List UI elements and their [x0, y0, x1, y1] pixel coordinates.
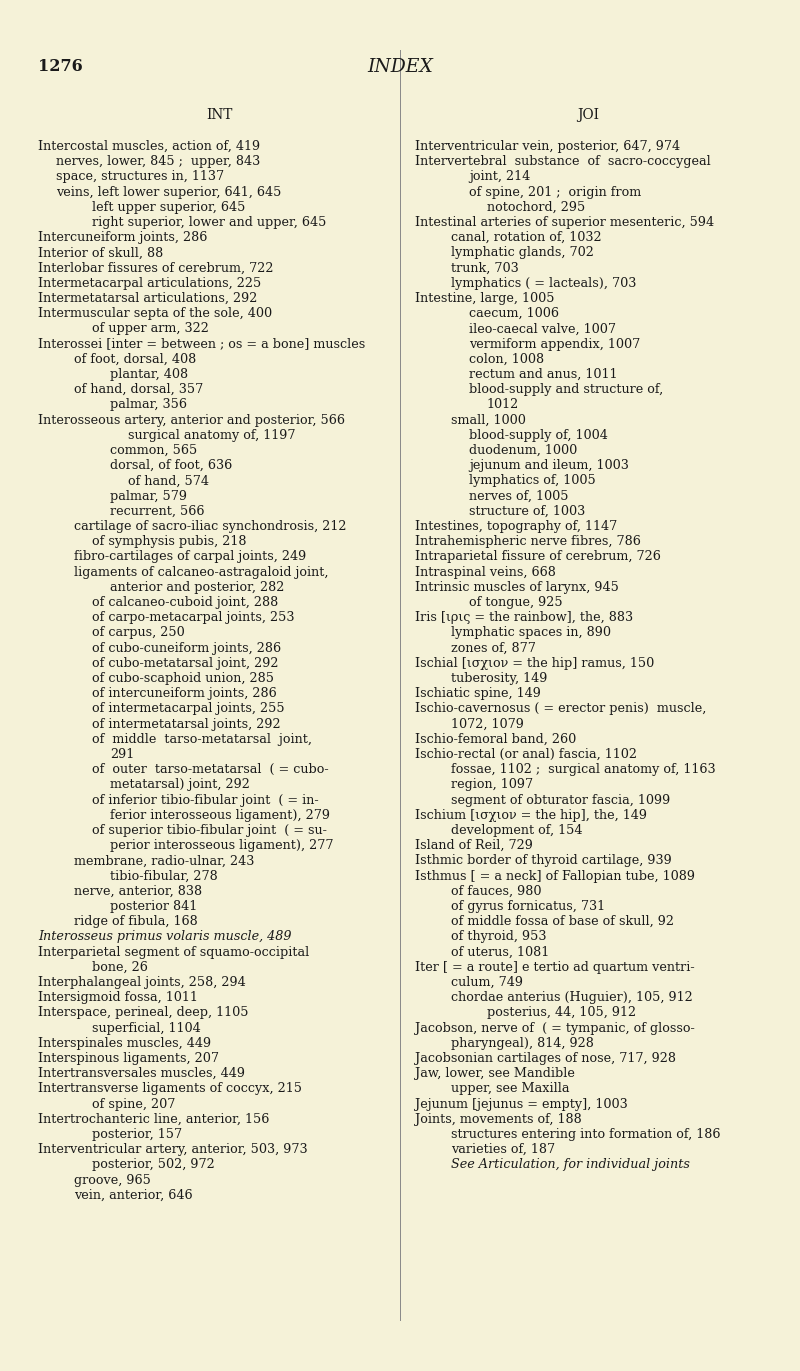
- Text: vermiform appendix, 1007: vermiform appendix, 1007: [469, 337, 640, 351]
- Text: of carpus, 250: of carpus, 250: [92, 627, 185, 639]
- Text: ferior interosseous ligament), 279: ferior interosseous ligament), 279: [110, 809, 330, 821]
- Text: vein, anterior, 646: vein, anterior, 646: [74, 1189, 193, 1202]
- Text: of middle fossa of base of skull, 92: of middle fossa of base of skull, 92: [451, 916, 674, 928]
- Text: Ischium [ισχιον = the hip], the, 149: Ischium [ισχιον = the hip], the, 149: [415, 809, 647, 821]
- Text: of upper arm, 322: of upper arm, 322: [92, 322, 209, 336]
- Text: blood-supply and structure of,: blood-supply and structure of,: [469, 384, 663, 396]
- Text: 291: 291: [110, 749, 134, 761]
- Text: Ischio-rectal (or anal) fascia, 1102: Ischio-rectal (or anal) fascia, 1102: [415, 749, 637, 761]
- Text: of intermetacarpal joints, 255: of intermetacarpal joints, 255: [92, 702, 285, 716]
- Text: lymphatic glands, 702: lymphatic glands, 702: [451, 247, 594, 259]
- Text: groove, 965: groove, 965: [74, 1174, 151, 1186]
- Text: posterius, 44, 105, 912: posterius, 44, 105, 912: [487, 1006, 636, 1020]
- Text: chordae anterius (Huguier), 105, 912: chordae anterius (Huguier), 105, 912: [451, 991, 693, 1004]
- Text: of tongue, 925: of tongue, 925: [469, 596, 562, 609]
- Text: Interparietal segment of squamo-occipital: Interparietal segment of squamo-occipita…: [38, 946, 310, 958]
- Text: 1276: 1276: [38, 58, 82, 75]
- Text: Intrinsic muscles of larynx, 945: Intrinsic muscles of larynx, 945: [415, 581, 619, 594]
- Text: of superior tibio-fibular joint  ( = su-: of superior tibio-fibular joint ( = su-: [92, 824, 327, 838]
- Text: right superior, lower and upper, 645: right superior, lower and upper, 645: [92, 217, 326, 229]
- Text: varieties of, 187: varieties of, 187: [451, 1143, 555, 1156]
- Text: structures entering into formation of, 186: structures entering into formation of, 1…: [451, 1128, 721, 1141]
- Text: Intestinal arteries of superior mesenteric, 594: Intestinal arteries of superior mesenter…: [415, 217, 714, 229]
- Text: of carpo-metacarpal joints, 253: of carpo-metacarpal joints, 253: [92, 611, 294, 624]
- Text: Intertrochanteric line, anterior, 156: Intertrochanteric line, anterior, 156: [38, 1113, 270, 1126]
- Text: Ischio-cavernosus ( = erector penis)  muscle,: Ischio-cavernosus ( = erector penis) mus…: [415, 702, 706, 716]
- Text: Jacobsonian cartilages of nose, 717, 928: Jacobsonian cartilages of nose, 717, 928: [415, 1052, 676, 1065]
- Text: posterior 841: posterior 841: [110, 899, 198, 913]
- Text: of fauces, 980: of fauces, 980: [451, 884, 542, 898]
- Text: of calcaneo-cuboid joint, 288: of calcaneo-cuboid joint, 288: [92, 596, 278, 609]
- Text: Intervertebral  substance  of  sacro-coccygeal: Intervertebral substance of sacro-coccyg…: [415, 155, 710, 169]
- Text: of uterus, 1081: of uterus, 1081: [451, 946, 550, 958]
- Text: ligaments of calcaneo-astragaloid joint,: ligaments of calcaneo-astragaloid joint,: [74, 566, 329, 579]
- Text: Interspinales muscles, 449: Interspinales muscles, 449: [38, 1036, 211, 1050]
- Text: fossae, 1102 ;  surgical anatomy of, 1163: fossae, 1102 ; surgical anatomy of, 1163: [451, 764, 716, 776]
- Text: posterior, 502, 972: posterior, 502, 972: [92, 1158, 214, 1171]
- Text: Intermetacarpal articulations, 225: Intermetacarpal articulations, 225: [38, 277, 262, 289]
- Text: region, 1097: region, 1097: [451, 779, 533, 791]
- Text: Iris [ιρις = the rainbow], the, 883: Iris [ιρις = the rainbow], the, 883: [415, 611, 633, 624]
- Text: Interior of skull, 88: Interior of skull, 88: [38, 247, 163, 259]
- Text: Interosseous artery, anterior and posterior, 566: Interosseous artery, anterior and poster…: [38, 414, 345, 426]
- Text: Isthmus [ = a neck] of Fallopian tube, 1089: Isthmus [ = a neck] of Fallopian tube, 1…: [415, 869, 695, 883]
- Text: of intermetatarsal joints, 292: of intermetatarsal joints, 292: [92, 717, 281, 731]
- Text: of spine, 201 ;  origin from: of spine, 201 ; origin from: [469, 185, 642, 199]
- Text: of foot, dorsal, 408: of foot, dorsal, 408: [74, 352, 196, 366]
- Text: palmar, 579: palmar, 579: [110, 489, 187, 503]
- Text: Interphalangeal joints, 258, 294: Interphalangeal joints, 258, 294: [38, 976, 246, 988]
- Text: development of, 154: development of, 154: [451, 824, 582, 838]
- Text: Interosseus primus volaris muscle, 489: Interosseus primus volaris muscle, 489: [38, 931, 291, 943]
- Text: lymphatics ( = lacteals), 703: lymphatics ( = lacteals), 703: [451, 277, 636, 289]
- Text: cartilage of sacro-iliac synchondrosis, 212: cartilage of sacro-iliac synchondrosis, …: [74, 520, 346, 533]
- Text: trunk, 703: trunk, 703: [451, 262, 518, 274]
- Text: duodenum, 1000: duodenum, 1000: [469, 444, 578, 457]
- Text: of symphysis pubis, 218: of symphysis pubis, 218: [92, 535, 246, 548]
- Text: dorsal, of foot, 636: dorsal, of foot, 636: [110, 459, 232, 472]
- Text: canal, rotation of, 1032: canal, rotation of, 1032: [451, 232, 602, 244]
- Text: of  outer  tarso-metatarsal  ( = cubo-: of outer tarso-metatarsal ( = cubo-: [92, 764, 329, 776]
- Text: small, 1000: small, 1000: [451, 414, 526, 426]
- Text: colon, 1008: colon, 1008: [469, 352, 544, 366]
- Text: nerves, lower, 845 ;  upper, 843: nerves, lower, 845 ; upper, 843: [56, 155, 260, 169]
- Text: Intestines, topography of, 1147: Intestines, topography of, 1147: [415, 520, 618, 533]
- Text: membrane, radio-ulnar, 243: membrane, radio-ulnar, 243: [74, 854, 254, 868]
- Text: Interspinous ligaments, 207: Interspinous ligaments, 207: [38, 1052, 219, 1065]
- Text: Intertransversales muscles, 449: Intertransversales muscles, 449: [38, 1067, 245, 1080]
- Text: Interossei [inter = between ; os = a bone] muscles: Interossei [inter = between ; os = a bon…: [38, 337, 366, 351]
- Text: culum, 749: culum, 749: [451, 976, 523, 988]
- Text: plantar, 408: plantar, 408: [110, 367, 188, 381]
- Text: zones of, 877: zones of, 877: [451, 642, 536, 654]
- Text: Intertransverse ligaments of coccyx, 215: Intertransverse ligaments of coccyx, 215: [38, 1082, 302, 1095]
- Text: Interventricular vein, posterior, 647, 974: Interventricular vein, posterior, 647, 9…: [415, 140, 680, 154]
- Text: common, 565: common, 565: [110, 444, 198, 457]
- Text: Intrahemispheric nerve fibres, 786: Intrahemispheric nerve fibres, 786: [415, 535, 641, 548]
- Text: metatarsal) joint, 292: metatarsal) joint, 292: [110, 779, 250, 791]
- Text: Jaw, lower, see Mandible: Jaw, lower, see Mandible: [415, 1067, 575, 1080]
- Text: bone, 26: bone, 26: [92, 961, 148, 973]
- Text: lymphatic spaces in, 890: lymphatic spaces in, 890: [451, 627, 611, 639]
- Text: of spine, 207: of spine, 207: [92, 1098, 175, 1111]
- Text: structure of, 1003: structure of, 1003: [469, 505, 586, 518]
- Text: of cubo-cuneiform joints, 286: of cubo-cuneiform joints, 286: [92, 642, 281, 654]
- Text: of inferior tibio-fibular joint  ( = in-: of inferior tibio-fibular joint ( = in-: [92, 794, 318, 806]
- Text: fibro-cartilages of carpal joints, 249: fibro-cartilages of carpal joints, 249: [74, 550, 306, 563]
- Text: Joints, movements of, 188: Joints, movements of, 188: [415, 1113, 582, 1126]
- Text: of cubo-metatarsal joint, 292: of cubo-metatarsal joint, 292: [92, 657, 278, 670]
- Text: Intraspinal veins, 668: Intraspinal veins, 668: [415, 566, 556, 579]
- Text: Jejunum [jejunus = empty], 1003: Jejunum [jejunus = empty], 1003: [415, 1098, 628, 1111]
- Text: Intraparietal fissure of cerebrum, 726: Intraparietal fissure of cerebrum, 726: [415, 550, 661, 563]
- Text: posterior, 157: posterior, 157: [92, 1128, 182, 1141]
- Text: caecum, 1006: caecum, 1006: [469, 307, 559, 321]
- Text: segment of obturator fascia, 1099: segment of obturator fascia, 1099: [451, 794, 670, 806]
- Text: notochord, 295: notochord, 295: [487, 200, 586, 214]
- Text: Intersigmoid fossa, 1011: Intersigmoid fossa, 1011: [38, 991, 198, 1004]
- Text: 1072, 1079: 1072, 1079: [451, 717, 524, 731]
- Text: Ischiatic spine, 149: Ischiatic spine, 149: [415, 687, 541, 701]
- Text: joint, 214: joint, 214: [469, 170, 530, 184]
- Text: Island of Reil, 729: Island of Reil, 729: [415, 839, 533, 853]
- Text: surgical anatomy of, 1197: surgical anatomy of, 1197: [128, 429, 295, 441]
- Text: 1012: 1012: [487, 399, 519, 411]
- Text: nerve, anterior, 838: nerve, anterior, 838: [74, 884, 202, 898]
